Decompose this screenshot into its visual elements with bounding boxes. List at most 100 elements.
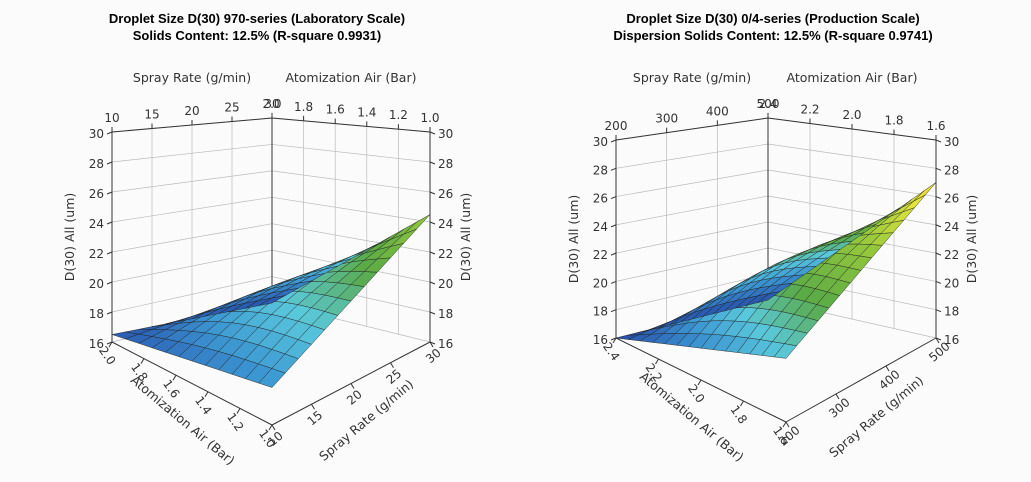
air-tick-label: 2.0	[262, 97, 281, 111]
tick-mark	[610, 280, 617, 284]
tick-mark	[236, 408, 241, 414]
z-tick-label-left: 24	[89, 217, 104, 231]
chart-title: Droplet Size D(30) 0/4-series (Productio…	[626, 11, 919, 26]
bottom-spray-axis	[785, 337, 937, 423]
air-tick-label: 1.8	[884, 114, 903, 128]
z-tick-label-left: 18	[89, 307, 104, 321]
spray-tick-label: 30	[264, 97, 279, 111]
air-tick-label: 2.2	[800, 103, 819, 117]
air-tick-label: 1.4	[357, 105, 376, 119]
surface-mesh	[111, 214, 431, 388]
tick-mark	[106, 191, 113, 195]
tick-mark	[311, 403, 315, 410]
top-spray-axis-title: Spray Rate (g/min)	[133, 70, 251, 85]
tick-mark	[429, 341, 434, 348]
z-tick-label-left: 16	[593, 333, 608, 347]
z-tick-label-right: 16	[438, 337, 453, 351]
tick-mark	[429, 161, 436, 165]
surface-mesh	[615, 182, 937, 359]
bottom-air-tick-label: 2.0	[685, 382, 707, 406]
z-tick-label-left: 28	[593, 163, 608, 177]
z-tick-label-right: 24	[438, 217, 453, 231]
tick-mark	[106, 251, 113, 255]
bottom-spray-tick-label: 15	[305, 408, 326, 429]
tick-mark	[268, 424, 273, 431]
grid-line	[615, 143, 769, 169]
air-tick-label: 1.6	[326, 103, 345, 117]
spray-tick-label: 500	[757, 97, 780, 111]
air-tick-label: 2.0	[842, 108, 861, 122]
tick-mark	[204, 391, 209, 398]
tick-mark	[935, 337, 940, 344]
tick-mark	[108, 341, 113, 348]
chart-subtitle: Dispersion Solids Content: 12.5% (R-squa…	[613, 28, 932, 43]
grid-line	[271, 223, 431, 253]
tick-mark	[935, 167, 942, 171]
tick-mark	[610, 252, 617, 256]
z-axis-title-left: D(30) All (um)	[566, 195, 581, 284]
surface-patch	[403, 214, 431, 235]
z-tick-label-right: 16	[944, 333, 959, 347]
air-tick-label: 1.0	[420, 111, 439, 125]
top-air-axis-title: Atomization Air (Bar)	[787, 70, 918, 85]
tick-mark	[106, 311, 113, 315]
tick-mark	[106, 161, 113, 165]
z-tick-label-right: 18	[438, 307, 453, 321]
z-tick-label-left: 22	[89, 247, 104, 261]
tick-mark	[350, 383, 355, 389]
top-air-axis	[271, 117, 431, 133]
z-tick-label-left: 30	[89, 127, 104, 141]
tick-mark	[935, 252, 942, 256]
bottom-air-axis-title: Atomization Air (Bar)	[637, 369, 747, 465]
z-tick-label-right: 20	[944, 276, 959, 290]
tick-mark	[429, 251, 436, 255]
z-tick-label-left: 26	[593, 192, 608, 206]
top-spray-axis-title: Spray Rate (g/min)	[633, 70, 751, 85]
bottom-spray-axis-title: Spray Rate (g/min)	[826, 373, 926, 460]
tick-mark	[172, 374, 177, 381]
spray-tick-label: 10	[104, 111, 119, 125]
tick-mark	[390, 362, 394, 369]
bottom-air-axis	[111, 341, 273, 426]
tick-mark	[106, 281, 113, 285]
surface-patch	[258, 295, 286, 306]
z-tick-label-right: 22	[438, 247, 453, 261]
tick-mark	[835, 393, 840, 400]
tick-mark	[610, 139, 617, 143]
grid-line	[615, 169, 769, 197]
wall-grid	[615, 117, 937, 339]
z-tick-label-right: 24	[944, 220, 959, 234]
grid-line	[271, 196, 431, 223]
air-tick-label: 1.6	[926, 119, 945, 133]
tick-mark	[429, 281, 436, 285]
spray-tick-label: 300	[655, 112, 678, 126]
bottom-air-tick-label: 1.2	[224, 410, 246, 434]
z-tick-label-left: 22	[593, 248, 608, 262]
spray-tick-label: 20	[184, 104, 199, 118]
z-axis-title-right: D(30) All (um)	[458, 193, 473, 282]
z-axis-title-right: D(30) All (um)	[964, 195, 979, 284]
chart-production-scale: Droplet Size D(30) 0/4-series (Productio…	[516, 0, 1031, 482]
tick-mark	[697, 379, 702, 386]
z-tick-label-right: 28	[438, 157, 453, 171]
tick-mark	[429, 191, 436, 195]
air-tick-label: 1.8	[294, 100, 313, 114]
z-axis-title-left: D(30) All (um)	[62, 193, 77, 282]
z-tick-label-right: 20	[438, 277, 453, 291]
tick-mark	[610, 309, 617, 313]
chart-title: Droplet Size D(30) 970-series (Laborator…	[109, 11, 405, 26]
tick-mark	[655, 358, 659, 365]
tick-mark	[935, 224, 942, 228]
grid-line	[615, 247, 769, 282]
tick-mark	[935, 309, 942, 313]
spray-tick-label: 25	[224, 101, 239, 115]
tick-mark	[106, 341, 113, 345]
bottom-air-tick-label: 1.8	[728, 403, 750, 427]
bottom-air-axis-title: Atomization Air (Bar)	[128, 372, 238, 468]
z-tick-label-right: 28	[944, 163, 959, 177]
surface-patch	[913, 182, 937, 202]
tick-mark	[612, 337, 617, 344]
top-air-axis-title: Atomization Air (Bar)	[286, 70, 417, 85]
z-tick-label-left: 16	[89, 337, 104, 351]
